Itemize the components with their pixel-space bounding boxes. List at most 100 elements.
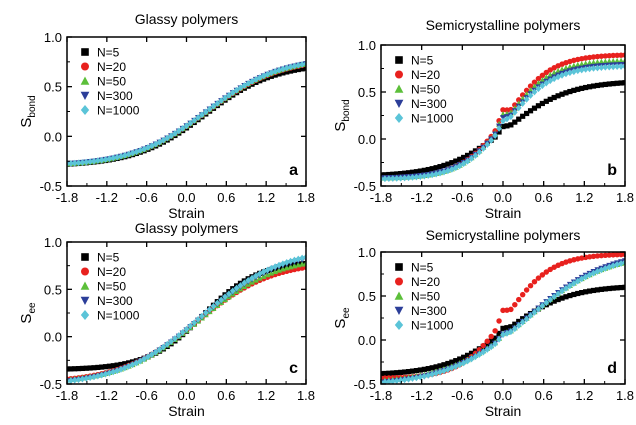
data-point-N=1000: [574, 277, 581, 285]
data-point-N=1000: [98, 371, 105, 379]
data-point-N=1000: [472, 353, 479, 361]
data-point-N=5: [413, 368, 420, 374]
data-point-N=5: [457, 356, 463, 362]
data-point-N=1000: [172, 130, 178, 137]
x-tick-label: 0.6: [217, 388, 235, 403]
data-point-N=5: [421, 167, 427, 173]
data-point-N=5: [405, 170, 412, 176]
legend-marker: [394, 84, 404, 93]
data-point-N=1000: [287, 257, 294, 265]
legend-marker: [80, 296, 90, 306]
data-point-N=5: [610, 81, 616, 87]
x-tick-label: 1.8: [297, 190, 315, 205]
x-tick-label: 0.6: [535, 388, 553, 403]
data-point-N=5: [598, 82, 604, 88]
data-point-N=1000: [287, 63, 294, 71]
data-point-N=20: [519, 291, 526, 298]
data-point-N=5: [381, 371, 384, 377]
panel-label: c: [289, 360, 298, 377]
x-tick-label: 0.0: [494, 190, 512, 205]
data-point-N=5: [500, 123, 506, 130]
data-point-N=5: [583, 289, 589, 295]
data-point-N=1000: [468, 155, 475, 162]
data-point-N=1000: [160, 343, 167, 351]
data-point-N=5: [284, 69, 290, 75]
data-point-N=1000: [175, 332, 182, 339]
x-tick-label: -1.8: [56, 388, 78, 403]
data-point-N=5: [614, 80, 620, 86]
data-point-N=1000: [386, 175, 392, 183]
data-point-N=1000: [594, 64, 601, 72]
data-point-N=1000: [476, 351, 483, 358]
data-point-N=1000: [156, 346, 163, 354]
data-point-N=1000: [574, 67, 581, 75]
data-point-N=20: [512, 301, 518, 308]
data-point-N=5: [567, 292, 573, 299]
data-point-N=5: [87, 365, 93, 371]
data-point-N=1000: [618, 260, 624, 267]
x-tick-label: 0.0: [177, 190, 195, 205]
data-point-N=1000: [218, 296, 225, 304]
legend-label: N=300: [97, 294, 133, 308]
legend-marker: [81, 48, 89, 56]
data-point-N=5: [390, 171, 396, 177]
data-point-N=5: [524, 110, 530, 117]
data-point-N=1000: [610, 63, 617, 71]
data-point-N=1000: [515, 104, 522, 112]
data-point-N=1000: [133, 148, 140, 156]
data-point-N=1000: [79, 375, 86, 383]
data-point-N=20: [610, 252, 616, 258]
data-point-N=5: [99, 364, 105, 370]
data-point-N=5: [461, 354, 467, 360]
data-point-N=1000: [272, 68, 279, 75]
data-point-N=1000: [222, 293, 228, 301]
data-point-N=5: [409, 169, 416, 175]
data-point-N=5: [504, 325, 510, 331]
data-point-N=5: [441, 162, 447, 169]
x-tick-label: 0.0: [494, 388, 512, 403]
legend-label: N=50: [97, 75, 126, 89]
data-point-N=5: [83, 365, 89, 371]
y-axis-label: Sbond: [332, 99, 352, 131]
y-axis-label-base: S: [18, 314, 35, 324]
data-point-N=20: [610, 52, 616, 59]
data-point-N=20: [594, 53, 601, 60]
data-point-N=1000: [511, 109, 518, 116]
data-point-N=1000: [202, 309, 209, 317]
y-axis-label-base: S: [18, 118, 35, 128]
data-point-N=1000: [291, 62, 298, 70]
data-point-N=1000: [125, 150, 132, 158]
data-point-N=1000: [106, 155, 113, 163]
data-point-N=1000: [94, 372, 101, 380]
data-point-N=1000: [519, 100, 526, 107]
data-point-N=1000: [389, 175, 396, 182]
legend-label: N=5: [97, 46, 120, 60]
data-point-N=5: [579, 85, 585, 91]
data-point-N=5: [303, 65, 306, 71]
legend-label: N=5: [411, 54, 434, 68]
legend-marker: [394, 99, 404, 109]
series-group: [67, 60, 306, 168]
data-point-N=5: [464, 152, 471, 159]
data-point-N=5: [606, 81, 612, 87]
data-point-N=5: [79, 365, 86, 372]
legend-marker: [394, 320, 404, 330]
data-point-N=1000: [218, 97, 225, 105]
y-axis-label-base: S: [332, 319, 349, 329]
data-point-N=50: [555, 67, 562, 74]
data-point-N=1000: [531, 309, 538, 316]
series-group: [381, 52, 625, 183]
data-point-N=5: [402, 170, 408, 176]
data-point-N=20: [484, 338, 490, 344]
data-point-N=1000: [260, 72, 267, 80]
data-point-N=1000: [83, 158, 90, 166]
legend-marker: [395, 70, 403, 79]
data-point-N=5: [433, 165, 439, 171]
y-axis-label-sub: bond: [27, 95, 38, 117]
data-point-N=20: [590, 253, 597, 260]
data-point-N=1000: [437, 169, 443, 177]
data-point-N=5: [559, 91, 565, 97]
data-point-N=5: [394, 370, 400, 376]
data-point-N=1000: [582, 273, 589, 281]
y-tick-label: 0.5: [358, 85, 376, 100]
